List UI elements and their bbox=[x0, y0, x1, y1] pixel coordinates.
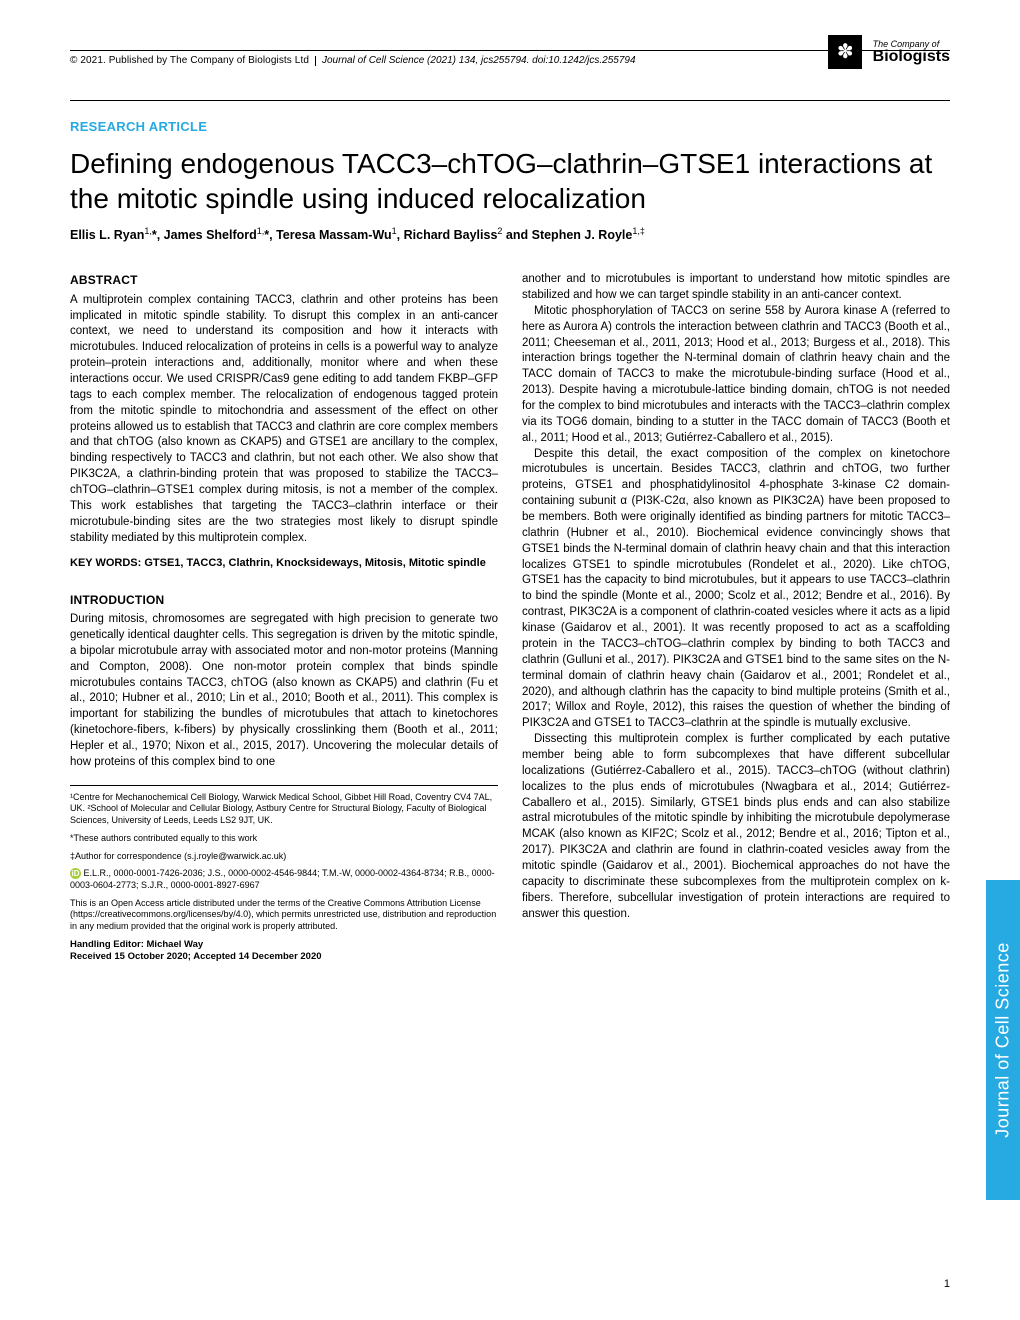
equal-contribution: *These authors contributed equally to th… bbox=[70, 833, 498, 845]
author-list: Ellis L. Ryan1,*, James Shelford1,*, Ter… bbox=[70, 226, 950, 242]
handling-editor: Handling Editor: Michael Way bbox=[70, 939, 203, 950]
copyright-text: © 2021. Published by The Company of Biol… bbox=[70, 55, 309, 66]
affiliations: ¹Centre for Mechanochemical Cell Biology… bbox=[70, 792, 498, 827]
footnotes: ¹Centre for Mechanochemical Cell Biology… bbox=[70, 785, 498, 964]
citation-text: Journal of Cell Science (2021) 134, jcs2… bbox=[322, 55, 636, 66]
article-type: RESEARCH ARTICLE bbox=[70, 119, 950, 134]
logo-line2: Biologists bbox=[873, 49, 950, 65]
side-tab-label: Journal of Cell Science bbox=[993, 942, 1014, 1138]
license-text: This is an Open Access article distribut… bbox=[70, 898, 498, 933]
abstract-text: A multiprotein complex containing TACC3,… bbox=[70, 293, 498, 547]
intro-paragraph: During mitosis, chromosomes are segregat… bbox=[70, 612, 498, 771]
introduction-heading: INTRODUCTION bbox=[70, 592, 498, 609]
body-paragraph: Despite this detail, the exact compositi… bbox=[522, 447, 950, 732]
correspondence: ‡Author for correspondence (s.j.royle@wa… bbox=[70, 851, 498, 863]
page-number: 1 bbox=[944, 1278, 950, 1290]
body-paragraph: another and to microtubules is important… bbox=[522, 272, 950, 304]
body-paragraph: Dissecting this multiprotein complex is … bbox=[522, 732, 950, 922]
pub-dates: Received 15 October 2020; Accepted 14 De… bbox=[70, 951, 322, 962]
logo-icon: ✽ bbox=[837, 42, 854, 62]
publisher-logo: ✽ The Company of Biologists bbox=[828, 35, 950, 69]
body-paragraph: Mitotic phosphorylation of TACC3 on seri… bbox=[522, 304, 950, 447]
abstract-heading: ABSTRACT bbox=[70, 272, 498, 289]
article-title: Defining endogenous TACC3–chTOG–clathrin… bbox=[70, 146, 950, 216]
journal-side-tab: Journal of Cell Science bbox=[986, 880, 1020, 1200]
keywords: KEY WORDS: GTSE1, TACC3, Clathrin, Knock… bbox=[70, 556, 498, 571]
orcid-list: E.L.R., 0000-0001-7426-2036; J.S., 0000-… bbox=[70, 868, 495, 890]
orcid-icon: iD bbox=[70, 868, 81, 879]
